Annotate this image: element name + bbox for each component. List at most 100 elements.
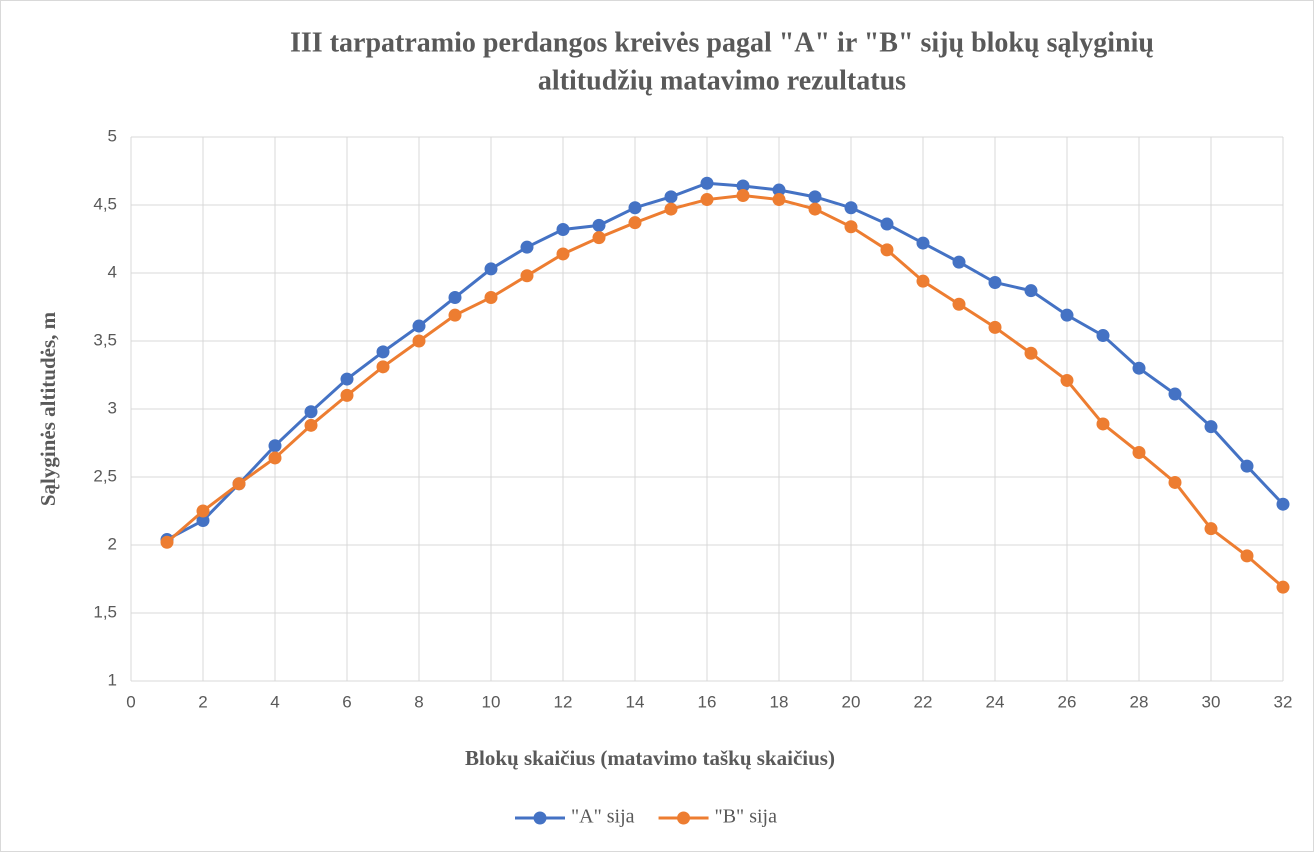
data-point (376, 345, 390, 359)
x-tick-label: 24 (986, 692, 1005, 711)
data-point (520, 269, 534, 283)
data-point (268, 451, 282, 465)
data-line (166, 193, 1284, 589)
data-point (664, 202, 678, 216)
data-point (484, 290, 498, 304)
data-point (1132, 361, 1146, 375)
data-point (628, 201, 642, 215)
chart-title: altitudžių matavimo rezultatus (538, 65, 906, 96)
x-tick-label: 20 (842, 692, 861, 711)
y-tick-label: 2 (108, 534, 117, 553)
data-point (448, 290, 462, 304)
x-tick-label: 30 (1202, 692, 1221, 711)
data-point (808, 202, 822, 216)
data-point (772, 183, 786, 197)
data-point (268, 439, 282, 453)
data-point (376, 360, 390, 374)
x-tick-label: 18 (770, 692, 789, 711)
data-point (304, 418, 318, 432)
x-axis-label: Blokų skaičius (matavimo taškų skaičius) (465, 746, 835, 770)
data-point (160, 535, 174, 549)
y-tick-label: 1,5 (93, 602, 117, 621)
data-point (520, 240, 534, 254)
data-point (592, 231, 606, 245)
data-point (1024, 346, 1038, 360)
x-tick-label: 12 (554, 692, 573, 711)
data-point (772, 193, 786, 207)
data-point (736, 188, 750, 202)
y-tick-label: 1 (108, 670, 117, 689)
x-tick-label: 26 (1058, 692, 1077, 711)
data-line (166, 181, 1285, 541)
x-tick-label: 10 (482, 692, 501, 711)
data-point (880, 217, 894, 231)
x-tick-label: 16 (698, 692, 717, 711)
data-point (448, 308, 462, 322)
data-point (1240, 459, 1254, 473)
legend-marker (677, 811, 691, 825)
y-tick-label: 4,5 (93, 194, 117, 213)
data-point (196, 504, 210, 518)
data-point (916, 274, 930, 288)
data-point (412, 334, 426, 348)
data-point (1168, 387, 1182, 401)
y-axis-label: Sąlyginės altitudės, m (36, 311, 60, 506)
data-point (700, 193, 714, 207)
y-tick-label: 5 (108, 126, 117, 145)
x-tick-label: 32 (1274, 692, 1293, 711)
legend-label: "B" sija (715, 806, 778, 828)
data-point (700, 176, 714, 190)
x-tick-label: 0 (126, 692, 135, 711)
data-point (556, 247, 570, 261)
data-point (340, 372, 354, 386)
data-point (556, 222, 570, 236)
data-point (664, 190, 678, 204)
chart-title: III tarpatramio perdangos kreivės pagal … (290, 27, 1154, 58)
data-point (880, 243, 894, 257)
data-point (1060, 308, 1074, 322)
data-point (1132, 446, 1146, 460)
x-tick-label: 4 (270, 692, 279, 711)
y-tick-label: 3,5 (93, 330, 117, 349)
data-point (1240, 549, 1254, 563)
y-tick-label: 3 (108, 398, 117, 417)
data-point (1276, 497, 1290, 511)
data-point (844, 201, 858, 215)
data-point (1096, 417, 1110, 431)
data-point (1024, 284, 1038, 298)
data-point (340, 388, 354, 402)
x-tick-label: 28 (1130, 692, 1149, 711)
data-point (412, 319, 426, 333)
data-point (592, 218, 606, 232)
data-point (1204, 420, 1218, 434)
data-point (1060, 373, 1074, 387)
data-point (304, 405, 318, 419)
data-point (196, 514, 210, 528)
data-point (1168, 475, 1182, 489)
data-point (736, 179, 750, 193)
x-tick-label: 14 (626, 692, 645, 711)
x-tick-label: 2 (198, 692, 207, 711)
x-tick-label: 22 (914, 692, 933, 711)
legend-marker (533, 811, 547, 825)
legend-label: "A" sija (571, 806, 635, 828)
data-point (952, 255, 966, 269)
data-point (628, 216, 642, 230)
data-point (988, 320, 1002, 334)
data-point (952, 297, 966, 311)
data-point (916, 236, 930, 250)
data-point (988, 276, 1002, 290)
x-tick-label: 6 (342, 692, 351, 711)
y-tick-label: 2,5 (93, 466, 117, 485)
data-point (232, 477, 246, 491)
data-point (1276, 580, 1290, 594)
data-point (1204, 522, 1218, 536)
y-tick-label: 4 (108, 262, 117, 281)
data-point (844, 220, 858, 234)
data-point (808, 190, 822, 204)
x-tick-label: 8 (414, 692, 423, 711)
data-point (484, 262, 498, 276)
data-point (1096, 329, 1110, 343)
